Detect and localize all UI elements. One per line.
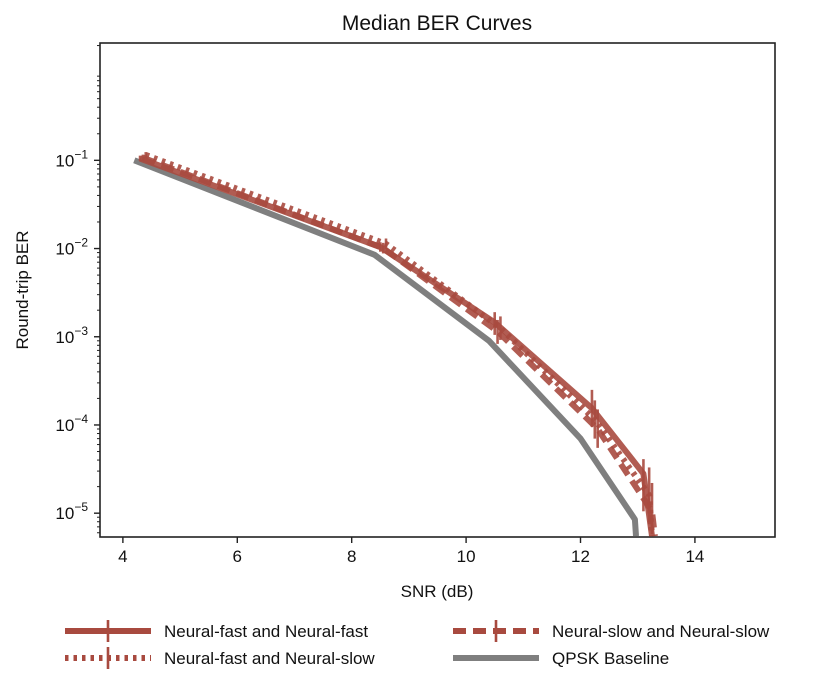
legend-item: QPSK Baseline xyxy=(453,649,669,668)
series-neural-fast-and-neural-fast xyxy=(138,155,655,537)
y-tick-exponent: −3 xyxy=(74,324,88,338)
plot-frame xyxy=(99,42,776,538)
legend-label: QPSK Baseline xyxy=(552,649,669,668)
series-line xyxy=(138,155,655,537)
series-line xyxy=(141,154,658,537)
y-tick-base: 10 xyxy=(55,151,74,170)
x-axis: 4 6 8 10 12 14 xyxy=(118,537,704,566)
x-axis-label: SNR (dB) xyxy=(401,582,474,601)
series-layer xyxy=(133,152,658,537)
legend: Neural-fast and Neural-fast Neural-slow a… xyxy=(65,620,770,669)
y-tick-exponent: −2 xyxy=(74,236,88,250)
y-tick-label: 10−5 xyxy=(55,500,88,523)
x-tick-label: 14 xyxy=(685,547,704,566)
legend-label: Neural-slow and Neural-slow xyxy=(552,622,770,641)
legend-item: Neural-slow and Neural-slow xyxy=(453,620,770,642)
series-neural-slow-and-neural-slow xyxy=(141,154,658,537)
x-tick-label: 8 xyxy=(347,547,356,566)
series-qpsk-baseline xyxy=(133,157,639,537)
y-tick-base: 10 xyxy=(55,328,74,347)
y-tick-base: 10 xyxy=(55,504,74,523)
y-tick-exponent: −5 xyxy=(74,500,88,514)
y-tick-exponent: −4 xyxy=(74,412,88,426)
legend-item: Neural-fast and Neural-slow xyxy=(65,647,375,669)
x-tick-label: 12 xyxy=(571,547,590,566)
chart-title: Median BER Curves xyxy=(342,12,532,35)
y-axis-label: Round-trip BER xyxy=(13,230,32,349)
x-tick-label: 10 xyxy=(457,547,476,566)
y-tick-base: 10 xyxy=(55,240,74,259)
series-line xyxy=(144,152,655,537)
legend-item: Neural-fast and Neural-fast xyxy=(65,620,368,642)
x-tick-label: 6 xyxy=(233,547,242,566)
legend-label: Neural-fast and Neural-fast xyxy=(164,622,368,641)
legend-label: Neural-fast and Neural-slow xyxy=(164,649,375,668)
y-tick-label: 10−3 xyxy=(55,324,88,347)
series-neural-fast-and-neural-slow xyxy=(144,152,655,537)
series-line xyxy=(133,157,639,537)
y-tick-label: 10−4 xyxy=(55,412,88,435)
y-tick-exponent: −1 xyxy=(74,147,88,161)
y-axis: 10−110−210−310−410−5 xyxy=(55,45,100,534)
y-tick-base: 10 xyxy=(55,416,74,435)
x-tick-label: 4 xyxy=(118,547,127,566)
y-tick-label: 10−1 xyxy=(55,147,88,170)
y-tick-label: 10−2 xyxy=(55,236,88,259)
